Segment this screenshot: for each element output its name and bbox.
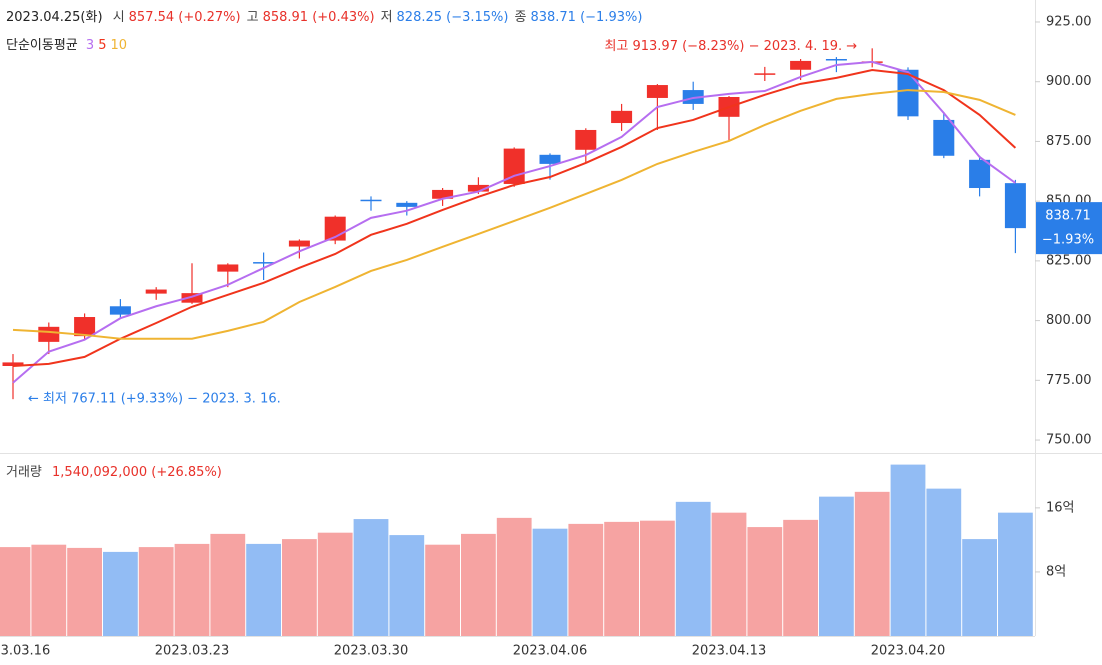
volume-bar xyxy=(425,544,460,636)
volume-subtitle: 1,540,092,000 (+26.85%) xyxy=(52,465,222,480)
volume-bar xyxy=(103,551,138,636)
volume-header: 거래량 1,540,092,000 (+26.85%) xyxy=(6,461,228,480)
ma-legend-entry: 5 xyxy=(98,38,107,53)
candle-body xyxy=(575,129,597,150)
candle-body xyxy=(611,110,633,124)
candle-body xyxy=(1004,183,1026,229)
header-value: 858.91 (+0.43%) xyxy=(262,10,375,25)
volume-bar xyxy=(568,523,604,636)
y-tick-label: 750.00 xyxy=(1046,433,1092,448)
candle-body xyxy=(2,362,24,366)
moving-average-line xyxy=(12,60,1016,384)
x-tick-label: 2023.04.13 xyxy=(692,644,766,659)
candle-body xyxy=(825,59,847,61)
x-tick-label: 2023.03.16 xyxy=(0,644,50,659)
volume-bar xyxy=(926,488,962,636)
volume-bar xyxy=(640,520,675,636)
volume-bar xyxy=(532,528,568,636)
candle-body xyxy=(253,262,275,264)
x-tick-label: 2023.04.20 xyxy=(871,644,945,659)
volume-bar xyxy=(67,547,102,636)
volume-title: 거래량 xyxy=(6,465,42,480)
volume-bar xyxy=(747,527,783,636)
volume-bars xyxy=(0,464,1033,636)
volume-bar xyxy=(890,464,926,636)
header-value: 857.54 (+0.27%) xyxy=(128,10,241,25)
candle-body xyxy=(288,240,310,247)
max-annotation: 최고 913.97 (−8.23%) − 2023. 4. 19. → xyxy=(604,39,857,54)
candle-body xyxy=(467,184,489,192)
y-tick-label: 900.00 xyxy=(1046,74,1092,89)
y-tick-label: 16억 xyxy=(1046,500,1075,515)
candle-body xyxy=(539,154,561,164)
y-tick-label: 8억 xyxy=(1046,564,1066,579)
last-change: −1.93% xyxy=(1042,233,1094,248)
y-tick-label: 825.00 xyxy=(1046,253,1092,268)
volume-bar xyxy=(317,532,353,636)
ohlc-header: 2023.04.25(화) 시 857.54 (+0.27%) 고 858.91 (+… xyxy=(6,6,648,25)
y-tick-label: 775.00 xyxy=(1046,373,1092,388)
candle-body xyxy=(360,199,382,202)
candle-body xyxy=(969,159,991,189)
candles xyxy=(2,48,1026,400)
candle-body xyxy=(754,73,776,75)
header-value: 828.25 (−3.15%) xyxy=(396,10,509,25)
last-price-tag xyxy=(1036,202,1102,255)
candle-body xyxy=(396,202,418,207)
candle-body xyxy=(790,60,812,70)
candle-body xyxy=(145,289,167,294)
candle-body xyxy=(933,119,955,156)
volume-bar xyxy=(711,512,747,636)
candle-body xyxy=(217,264,239,272)
volume-bar xyxy=(282,539,317,636)
header-label: 저 xyxy=(380,10,393,25)
ma-legend-entry: 10 xyxy=(110,38,128,53)
moving-average-line xyxy=(12,89,1016,340)
candle-body xyxy=(432,189,454,199)
volume-bar xyxy=(31,544,67,636)
candle-body xyxy=(181,293,203,303)
volume-bar xyxy=(854,491,890,636)
ma-legend-entry: 3 xyxy=(85,38,95,53)
candle-body xyxy=(38,326,60,342)
x-tick-label: 2023.03.23 xyxy=(155,644,229,659)
volume-bar xyxy=(210,533,246,636)
header-label: 고 xyxy=(246,10,259,25)
ma-title: 단순이동평균 xyxy=(6,38,78,53)
volume-bar xyxy=(604,521,639,636)
x-tick-label: 2023.03.30 xyxy=(334,644,408,659)
volume-bar xyxy=(962,539,997,636)
volume-bar xyxy=(783,519,818,636)
volume-bar xyxy=(461,533,496,636)
min-annotation: ← 최저 767.11 (+9.33%) − 2023. 3. 16. xyxy=(28,392,281,407)
last-price: 838.71 xyxy=(1045,209,1091,224)
header-date: 2023.04.25(화) xyxy=(6,10,103,25)
moving-average-line xyxy=(12,68,1017,367)
volume-bar xyxy=(138,547,174,636)
header-label: 시 xyxy=(112,10,125,25)
y-tick-label: 925.00 xyxy=(1046,14,1092,29)
candle-body xyxy=(897,69,919,117)
candle-body xyxy=(109,306,131,315)
y-tick-label: 800.00 xyxy=(1046,313,1092,328)
volume-bar xyxy=(0,547,31,636)
volume-bar xyxy=(675,501,711,636)
x-tick-label: 2023.04.06 xyxy=(513,644,587,659)
candle-body xyxy=(74,317,96,337)
header-value: 838.71 (−1.93%) xyxy=(530,10,643,25)
candle-body xyxy=(646,85,668,98)
ma-legend: 단순이동평균 3 5 10 xyxy=(6,34,131,53)
volume-bar xyxy=(389,535,425,636)
volume-bar xyxy=(174,543,210,636)
volume-bar xyxy=(496,517,532,636)
y-tick-label: 875.00 xyxy=(1046,134,1092,149)
header-label: 종 xyxy=(514,10,527,25)
volume-bar xyxy=(998,512,1033,636)
volume-bar xyxy=(353,519,389,636)
volume-bar xyxy=(246,543,281,636)
volume-bar xyxy=(819,496,854,636)
